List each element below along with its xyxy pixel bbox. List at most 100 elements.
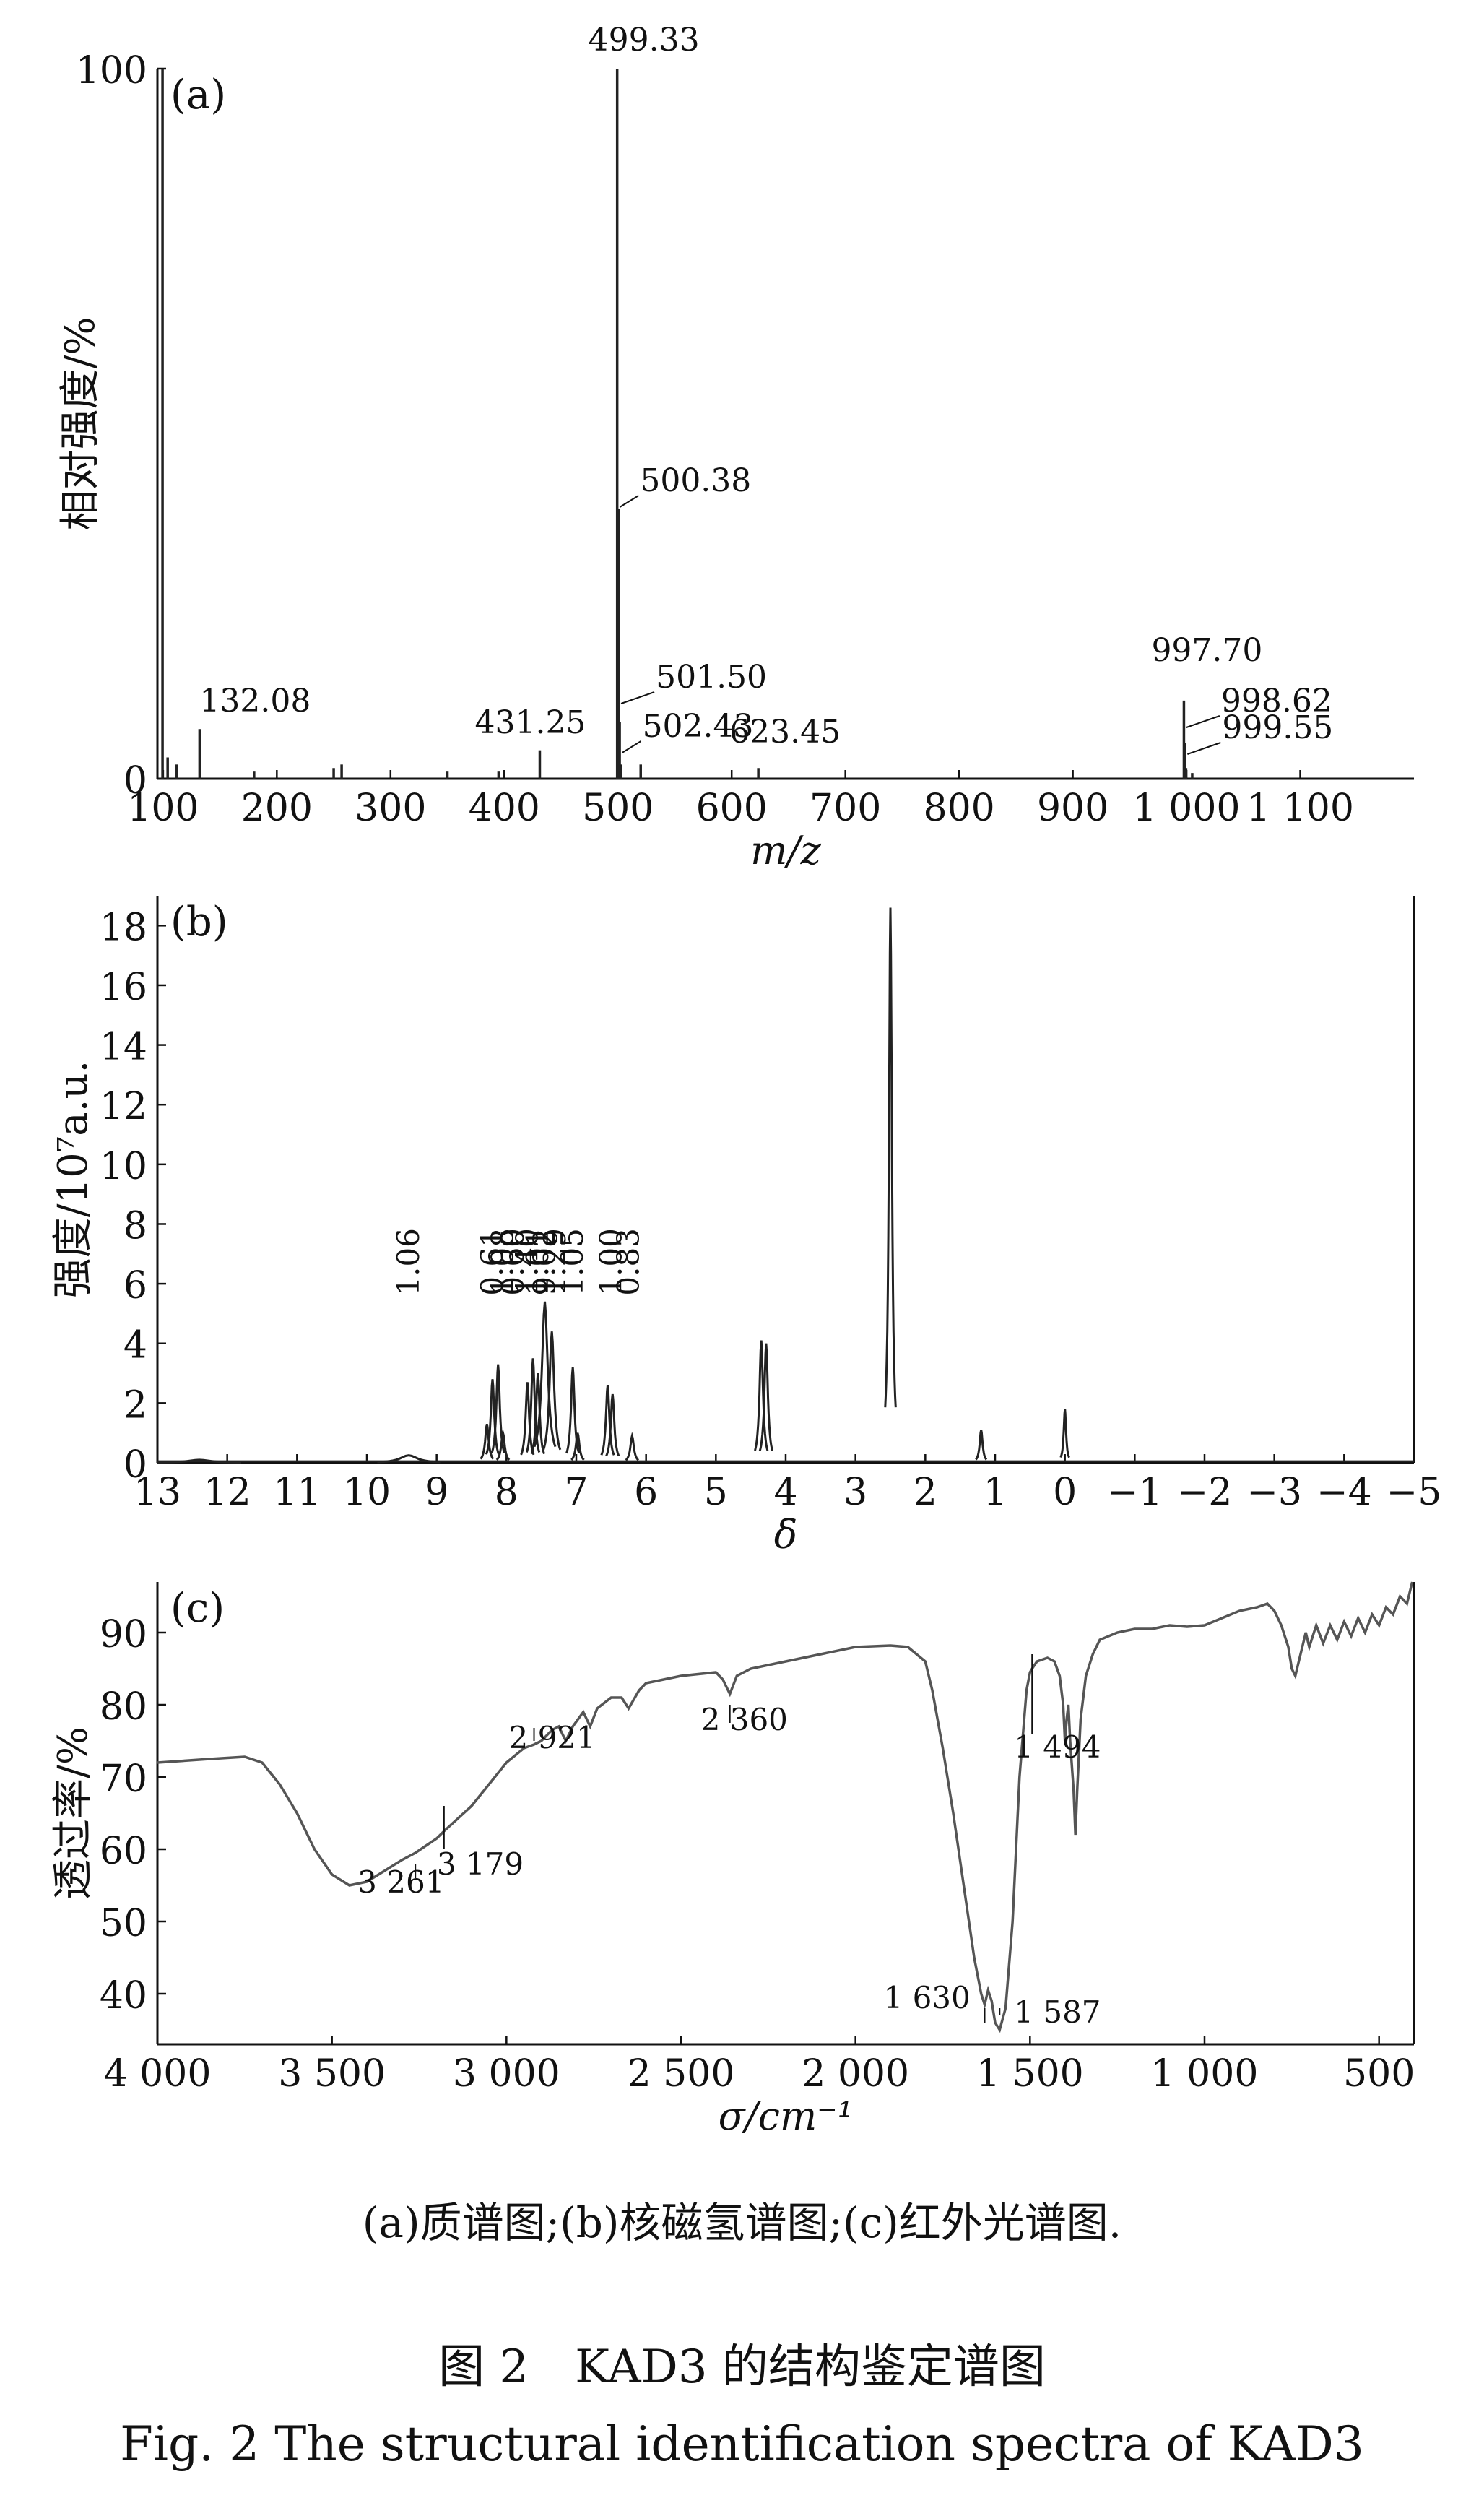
x-tick-label: −1: [1107, 1471, 1163, 1514]
nmr-peak: [377, 1454, 441, 1464]
x-tick-label: 2 000: [802, 2052, 909, 2096]
nmr-peak: [525, 1358, 541, 1453]
ir-peak-label: 1 494: [1014, 1729, 1101, 1765]
ms-peak-label: 502.43: [643, 708, 754, 745]
nmr-integral-label: 9.02: [527, 1228, 563, 1296]
x-tick-label: 1: [983, 1471, 1007, 1514]
figure-canvas: 100 200 300 400 500 600 700 800 900 1 000 1 100010…: [50, 22, 1441, 2139]
y-tick-label: 40: [100, 1974, 147, 2018]
x-tick-label: 6: [634, 1471, 658, 1514]
x-tick-label: 300: [355, 787, 426, 830]
panel-label: (c): [170, 1585, 225, 1632]
ir-peak-label: 2 921: [509, 1720, 596, 1755]
x-tick-label: 11: [273, 1471, 321, 1514]
nmr-peak: [600, 1385, 615, 1456]
ir-peak-label: 2 360: [701, 1702, 788, 1737]
nmr-integral-label: 1.06: [391, 1228, 426, 1296]
x-tick-label: 7: [564, 1471, 588, 1514]
y-tick-label: 90: [100, 1613, 147, 1656]
nmr-peak: [533, 1301, 557, 1448]
nmr-integral-label: 0.60: [495, 1228, 531, 1296]
y-tick-label: 8: [123, 1204, 147, 1248]
nmr-integral-label: 1.40: [509, 1228, 544, 1296]
y-tick-label: 4: [123, 1324, 147, 1367]
x-tick-label: 2: [914, 1471, 937, 1514]
x-tick-label: 2 500: [628, 2052, 735, 2096]
ms-peak-label: 500.38: [640, 462, 751, 499]
y-axis-title: 强度/10⁷a.u.: [50, 1060, 97, 1299]
x-tick-label: −3: [1246, 1471, 1302, 1514]
nmr-integral-label: 1.08: [485, 1228, 521, 1296]
y-axis-title: 相对强度/%: [57, 316, 104, 530]
nmr-peak: [1059, 1409, 1070, 1458]
x-tick-label: 5: [704, 1471, 728, 1514]
ms-peak-label: 998.62: [1221, 683, 1332, 719]
ms-peak-label: 499.33: [589, 22, 700, 59]
ms-label-leader: [619, 495, 639, 508]
nmr-peak: [542, 1331, 562, 1451]
ms-label-leader: [1186, 715, 1220, 728]
nmr-integral-label: 0.83: [611, 1228, 646, 1296]
x-tick-label: 12: [204, 1471, 251, 1514]
nmr-peak: [480, 1423, 495, 1460]
x-tick-label: 10: [343, 1471, 391, 1514]
x-tick-label: 500: [1343, 2052, 1415, 2096]
x-tick-label: 1 100: [1246, 787, 1354, 830]
y-tick-label: 14: [100, 1026, 147, 1069]
nmr-peak: [625, 1432, 640, 1461]
x-tick-label: 8: [495, 1471, 518, 1514]
nmr-peak: [485, 1379, 500, 1455]
nmr-peak: [975, 1430, 988, 1461]
x-tick-label: 800: [924, 787, 995, 830]
ms-label-leader: [622, 740, 642, 753]
y-tick-label: 10: [100, 1145, 147, 1188]
nmr-integral-label: 1.05: [555, 1228, 590, 1296]
ms-label-leader: [1187, 742, 1221, 755]
ms-label-leader: [620, 691, 655, 704]
nmr-peak: [570, 1432, 585, 1461]
y-tick-label: 70: [100, 1758, 147, 1801]
nmr-integral-label: 1.29: [537, 1228, 573, 1296]
y-tick-label: 0: [123, 759, 147, 803]
ir-spectrum-panel: 4 000 3 500 3 000 2 500 2 000 1 500 1 000 500 40…: [50, 1581, 1415, 2139]
ms-peak-label: 431.25: [474, 704, 586, 741]
y-tick-label: 50: [100, 1902, 147, 1945]
ms-peak-label: 623.45: [729, 714, 841, 751]
nmr-integral-label: 1.00: [593, 1228, 628, 1296]
x-tick-label: 9: [425, 1471, 448, 1514]
x-tick-label: 0: [1053, 1471, 1077, 1514]
y-tick-label: 0: [123, 1443, 147, 1487]
x-tick-label: 900: [1037, 787, 1108, 830]
nmr-peak: [884, 907, 897, 1408]
ir-peak-label: 1 630: [884, 1980, 971, 2015]
x-axis-title: σ/cm⁻¹: [719, 2093, 854, 2139]
x-axis-title: δ: [774, 1512, 798, 1557]
nmr-peak: [495, 1428, 511, 1461]
x-tick-label: 4: [773, 1471, 797, 1514]
x-tick-label: 3: [843, 1471, 867, 1514]
panel-label: (a): [170, 72, 226, 118]
y-axis-title: 透过率/%: [50, 1726, 97, 1900]
y-tick-label: 60: [100, 1830, 147, 1873]
x-tick-label: −5: [1387, 1471, 1442, 1514]
panel-label: (b): [170, 899, 228, 946]
x-tick-label: 1 500: [976, 2052, 1084, 2096]
ir-peak-label: 1 587: [1014, 1994, 1101, 2030]
x-tick-label: −4: [1316, 1471, 1372, 1514]
nmr-peak: [157, 1458, 242, 1464]
ms-peak-label: 997.70: [1151, 632, 1262, 669]
nmr-peak: [520, 1382, 535, 1456]
y-tick-label: 18: [100, 906, 147, 949]
x-tick-label: 4 000: [104, 2052, 212, 2096]
ir-peak-label: 3 261: [357, 1864, 444, 1900]
y-tick-label: 16: [100, 966, 147, 1009]
nmr-peak: [530, 1372, 545, 1455]
nmr-peak: [758, 1343, 774, 1451]
ir-spectrum-line: [157, 1581, 1414, 2033]
x-tick-label: −2: [1177, 1471, 1233, 1514]
nmr-spectrum-panel: 13 12 11 10 9 8 7 6 5 4 3 2 1 0 −1 −2 −3 −4 −5024681012141…: [50, 896, 1441, 1557]
x-tick-label: 400: [469, 787, 540, 830]
x-tick-label: 3 000: [453, 2052, 560, 2096]
nmr-peak: [605, 1393, 620, 1457]
y-tick-label: 80: [100, 1685, 147, 1729]
